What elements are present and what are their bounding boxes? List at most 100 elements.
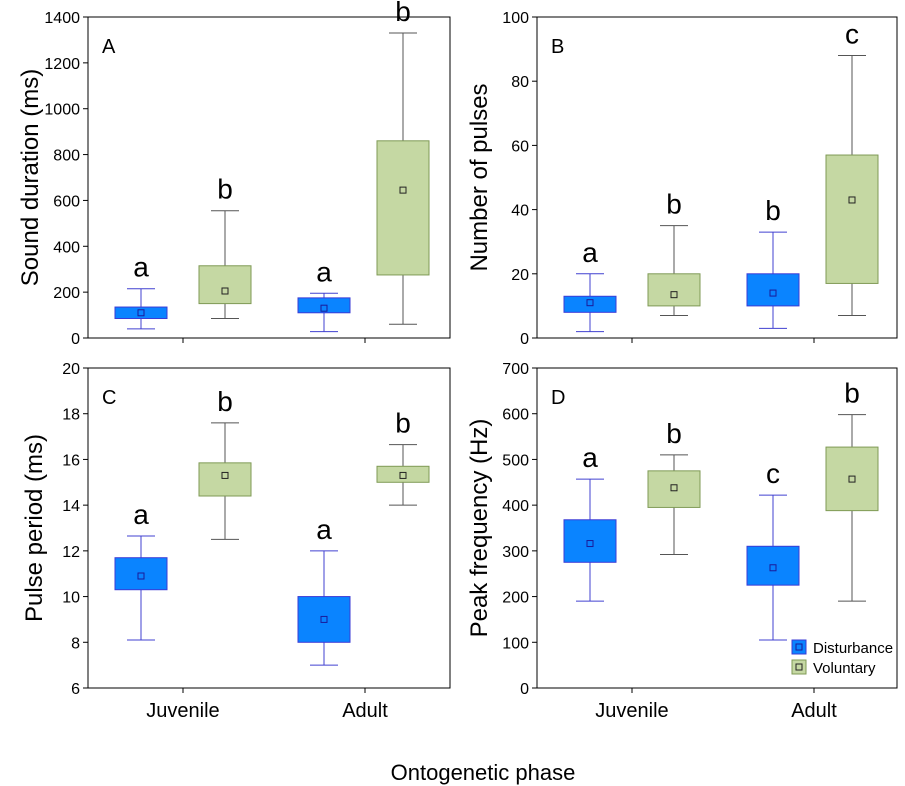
x-category-label: Juvenile xyxy=(146,700,219,722)
legend-swatch xyxy=(791,659,807,675)
significance-letter: b xyxy=(666,189,682,220)
box-voluntary-juvenile: b xyxy=(647,189,701,317)
legend-label: Voluntary xyxy=(813,660,876,677)
significance-letter: a xyxy=(582,237,598,268)
center-marker xyxy=(137,309,145,317)
box-voluntary-adult: b xyxy=(825,378,879,602)
box-rect xyxy=(114,557,168,591)
center-marker xyxy=(137,572,145,580)
y-tick-label: 1200 xyxy=(44,56,80,73)
center-marker xyxy=(320,304,328,312)
box-rect xyxy=(563,295,617,313)
significance-letter: a xyxy=(316,514,332,545)
plot-frame xyxy=(536,16,898,339)
significance-letter: b xyxy=(666,418,682,449)
y-tick-label: 800 xyxy=(53,148,80,165)
y-tick-label: 16 xyxy=(62,452,80,469)
box-disturbance-adult: a xyxy=(297,514,351,666)
box-rect xyxy=(297,596,351,643)
y-tick-label: 200 xyxy=(53,285,80,302)
box-rect xyxy=(376,465,430,483)
box-rect xyxy=(825,446,879,512)
box-rect xyxy=(114,306,168,320)
plot-frame xyxy=(536,367,898,689)
center-marker xyxy=(221,471,229,479)
significance-letter: a xyxy=(582,442,598,473)
center-marker xyxy=(586,299,594,307)
x-axis-title: Ontogenetic phase xyxy=(391,760,576,785)
legend-swatch xyxy=(791,639,807,655)
y-axis-title: Peak frequency (Hz) xyxy=(466,419,493,638)
significance-letter: b xyxy=(217,386,233,417)
y-tick-label: 60 xyxy=(511,138,529,155)
plot-frame xyxy=(87,16,451,339)
y-axis-title: Number of pulses xyxy=(466,83,493,271)
center-marker xyxy=(769,564,777,572)
center-marker xyxy=(586,540,594,548)
y-tick-label: 20 xyxy=(62,361,80,378)
center-marker xyxy=(221,287,229,295)
y-tick-label: 1000 xyxy=(44,102,80,119)
box-voluntary-adult: b xyxy=(376,0,430,325)
x-category-label: Adult xyxy=(342,700,388,722)
center-marker xyxy=(670,291,678,299)
legend: Disturbance Voluntary xyxy=(791,639,893,677)
box-voluntary-adult: c xyxy=(825,19,879,317)
significance-letter: c xyxy=(766,458,780,489)
legend-swatch-marker xyxy=(795,663,803,671)
y-tick-label: 12 xyxy=(62,544,80,561)
center-marker xyxy=(399,471,407,479)
box-rect xyxy=(746,545,800,586)
box-disturbance-adult: a xyxy=(297,256,351,333)
box-voluntary-juvenile: b xyxy=(198,386,252,540)
y-tick-label: 8 xyxy=(71,635,80,652)
significance-letter: b xyxy=(217,174,233,205)
y-tick-label: 20 xyxy=(511,267,529,284)
significance-letter: b xyxy=(844,378,860,409)
y-tick-label: 600 xyxy=(502,407,529,424)
y-tick-label: 700 xyxy=(502,361,529,378)
box-disturbance-juvenile: a xyxy=(563,442,617,602)
box-disturbance-juvenile: a xyxy=(563,237,617,333)
box-rect xyxy=(647,273,701,307)
center-marker xyxy=(848,475,856,483)
center-marker xyxy=(399,186,407,194)
y-tick-label: 1400 xyxy=(44,10,80,27)
y-tick-label: 300 xyxy=(502,544,529,561)
panel-d: 0 100 200 300 400 500 600 700 Peak frequency (Hz… xyxy=(466,361,898,722)
center-marker xyxy=(670,484,678,492)
box-disturbance-juvenile: a xyxy=(114,252,168,330)
y-tick-label: 0 xyxy=(520,331,529,348)
y-tick-label: 400 xyxy=(53,239,80,256)
box-rect xyxy=(198,265,252,305)
box-voluntary-juvenile: b xyxy=(647,418,701,556)
significance-letter: b xyxy=(765,195,781,226)
panel-c: 6 8 10 12 14 16 18 20 Pulse period (ms) C Juvenile… xyxy=(21,361,451,722)
box-voluntary-juvenile: b xyxy=(198,174,252,320)
y-tick-label: 40 xyxy=(511,203,529,220)
y-tick-label: 200 xyxy=(502,590,529,607)
plot-frame xyxy=(87,367,451,689)
box-disturbance-juvenile: a xyxy=(114,499,168,641)
center-marker xyxy=(320,615,328,623)
legend-swatch-marker xyxy=(795,643,803,651)
y-tick-label: 6 xyxy=(71,681,80,698)
box-voluntary-adult: b xyxy=(376,408,430,506)
center-marker xyxy=(769,289,777,297)
y-tick-label: 80 xyxy=(511,74,529,91)
panel-letter: C xyxy=(102,387,116,409)
panel-a: 0 200 400 600 800 1000 1200 1400 Sound duration … xyxy=(17,0,451,348)
significance-letter: a xyxy=(133,499,149,530)
y-axis-title: Pulse period (ms) xyxy=(21,434,48,622)
y-tick-label: 100 xyxy=(502,635,529,652)
significance-letter: a xyxy=(316,256,332,287)
box-disturbance-adult: c xyxy=(746,458,800,641)
y-tick-label: 10 xyxy=(62,590,80,607)
legend-label: Disturbance xyxy=(813,640,893,657)
panel-letter: D xyxy=(551,387,565,409)
panel-letter: B xyxy=(551,36,564,58)
y-tick-label: 500 xyxy=(502,452,529,469)
significance-letter: a xyxy=(133,252,149,283)
box-rect xyxy=(198,462,252,497)
